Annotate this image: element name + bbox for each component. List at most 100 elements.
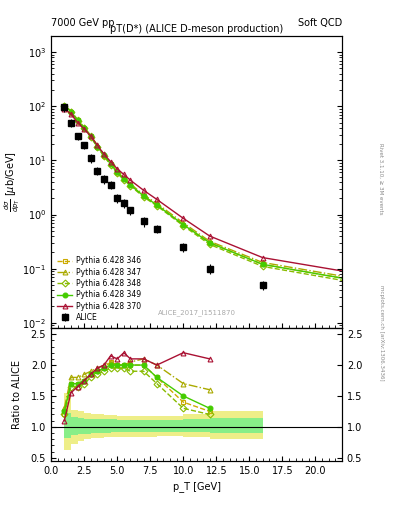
Pythia 6.428 348: [108, 162, 113, 168]
Pythia 6.428 370: [366, 272, 371, 279]
Text: mcplots.cern.ch [arXiv:1306.3436]: mcplots.cern.ch [arXiv:1306.3436]: [379, 285, 384, 380]
Pythia 6.428 346: [121, 176, 126, 182]
Line: Pythia 6.428 348: Pythia 6.428 348: [62, 103, 371, 287]
Line: Pythia 6.428 346: Pythia 6.428 346: [62, 104, 371, 285]
Text: 7000 GeV pp: 7000 GeV pp: [51, 18, 115, 28]
Line: Pythia 6.428 370: Pythia 6.428 370: [62, 106, 371, 278]
Pythia 6.428 347: [88, 132, 93, 138]
Pythia 6.428 349: [95, 143, 100, 150]
Pythia 6.428 346: [95, 143, 100, 150]
Pythia 6.428 348: [75, 118, 80, 124]
Pythia 6.428 349: [75, 117, 80, 123]
Pythia 6.428 349: [88, 133, 93, 139]
Pythia 6.428 346: [62, 103, 67, 110]
Pythia 6.428 349: [141, 193, 146, 199]
Pythia 6.428 346: [181, 222, 185, 228]
Pythia 6.428 349: [121, 176, 126, 182]
Pythia 6.428 349: [260, 261, 265, 267]
Pythia 6.428 349: [102, 152, 107, 158]
Pythia 6.428 348: [181, 223, 185, 229]
Pythia 6.428 346: [75, 117, 80, 123]
Pythia 6.428 346: [115, 169, 119, 176]
Pythia 6.428 370: [154, 196, 159, 202]
Pythia 6.428 348: [82, 125, 86, 132]
Pythia 6.428 347: [75, 116, 80, 122]
Pythia 6.428 346: [68, 109, 73, 115]
Pythia 6.428 348: [141, 194, 146, 200]
Pythia 6.428 347: [366, 278, 371, 284]
Pythia 6.428 347: [141, 192, 146, 198]
Pythia 6.428 347: [121, 175, 126, 181]
Pythia 6.428 349: [366, 280, 371, 286]
Pythia 6.428 347: [102, 151, 107, 157]
Pythia 6.428 348: [208, 241, 212, 247]
Pythia 6.428 349: [108, 161, 113, 167]
Pythia 6.428 348: [88, 134, 93, 140]
Pythia 6.428 370: [181, 215, 185, 221]
Pythia 6.428 348: [366, 282, 371, 288]
Pythia 6.428 347: [82, 124, 86, 130]
Pythia 6.428 348: [121, 177, 126, 183]
Pythia 6.428 347: [108, 160, 113, 166]
Pythia 6.428 349: [68, 109, 73, 115]
Pythia 6.428 348: [128, 183, 133, 189]
Title: pT(D*) (ALICE D-meson production): pT(D*) (ALICE D-meson production): [110, 24, 283, 34]
Pythia 6.428 349: [181, 222, 185, 228]
Pythia 6.428 347: [208, 238, 212, 244]
Pythia 6.428 347: [95, 142, 100, 148]
Pythia 6.428 346: [208, 240, 212, 246]
Pythia 6.428 347: [260, 260, 265, 266]
Pythia 6.428 346: [82, 125, 86, 131]
Pythia 6.428 348: [68, 109, 73, 115]
Pythia 6.428 347: [62, 102, 67, 108]
Pythia 6.428 349: [82, 125, 86, 131]
Pythia 6.428 348: [260, 263, 265, 269]
Pythia 6.428 370: [260, 254, 265, 261]
Pythia 6.428 370: [75, 119, 80, 125]
Pythia 6.428 347: [154, 200, 159, 206]
Pythia 6.428 349: [154, 202, 159, 208]
Legend: Pythia 6.428 346, Pythia 6.428 347, Pythia 6.428 348, Pythia 6.428 349, Pythia 6: Pythia 6.428 346, Pythia 6.428 347, Pyth…: [55, 254, 143, 324]
Pythia 6.428 348: [115, 170, 119, 176]
Y-axis label: $\frac{d\sigma}{dp_T}$ [$\mu$b/GeV]: $\frac{d\sigma}{dp_T}$ [$\mu$b/GeV]: [3, 152, 22, 212]
Pythia 6.428 370: [121, 172, 126, 178]
Pythia 6.428 370: [208, 233, 212, 239]
Pythia 6.428 370: [62, 105, 67, 112]
Pythia 6.428 370: [88, 133, 93, 139]
Pythia 6.428 348: [62, 103, 67, 109]
Pythia 6.428 347: [181, 220, 185, 226]
Pythia 6.428 370: [68, 111, 73, 117]
Pythia 6.428 346: [366, 280, 371, 286]
Pythia 6.428 346: [108, 161, 113, 167]
Pythia 6.428 346: [154, 202, 159, 208]
Pythia 6.428 370: [82, 126, 86, 132]
Pythia 6.428 349: [128, 182, 133, 188]
Text: Soft QCD: Soft QCD: [298, 18, 342, 28]
X-axis label: p_T [GeV]: p_T [GeV]: [173, 481, 220, 492]
Pythia 6.428 349: [208, 240, 212, 246]
Pythia 6.428 370: [115, 166, 119, 172]
Pythia 6.428 346: [102, 153, 107, 159]
Pythia 6.428 347: [128, 181, 133, 187]
Text: Rivet 3.1.10, ≥ 3M events: Rivet 3.1.10, ≥ 3M events: [379, 143, 384, 215]
Pythia 6.428 347: [68, 108, 73, 114]
Line: Pythia 6.428 349: Pythia 6.428 349: [62, 103, 371, 285]
Pythia 6.428 348: [102, 153, 107, 159]
Text: ALICE_2017_I1511870: ALICE_2017_I1511870: [158, 310, 235, 316]
Pythia 6.428 370: [102, 151, 107, 157]
Pythia 6.428 346: [128, 182, 133, 188]
Pythia 6.428 370: [141, 187, 146, 194]
Pythia 6.428 346: [141, 193, 146, 199]
Pythia 6.428 370: [128, 177, 133, 183]
Y-axis label: Ratio to ALICE: Ratio to ALICE: [12, 360, 22, 429]
Pythia 6.428 348: [95, 144, 100, 151]
Pythia 6.428 370: [108, 159, 113, 165]
Pythia 6.428 349: [62, 102, 67, 109]
Pythia 6.428 348: [154, 203, 159, 209]
Pythia 6.428 346: [260, 261, 265, 267]
Pythia 6.428 349: [115, 169, 119, 176]
Pythia 6.428 346: [88, 133, 93, 139]
Pythia 6.428 347: [115, 168, 119, 175]
Line: Pythia 6.428 347: Pythia 6.428 347: [62, 103, 371, 283]
Pythia 6.428 370: [95, 142, 100, 148]
